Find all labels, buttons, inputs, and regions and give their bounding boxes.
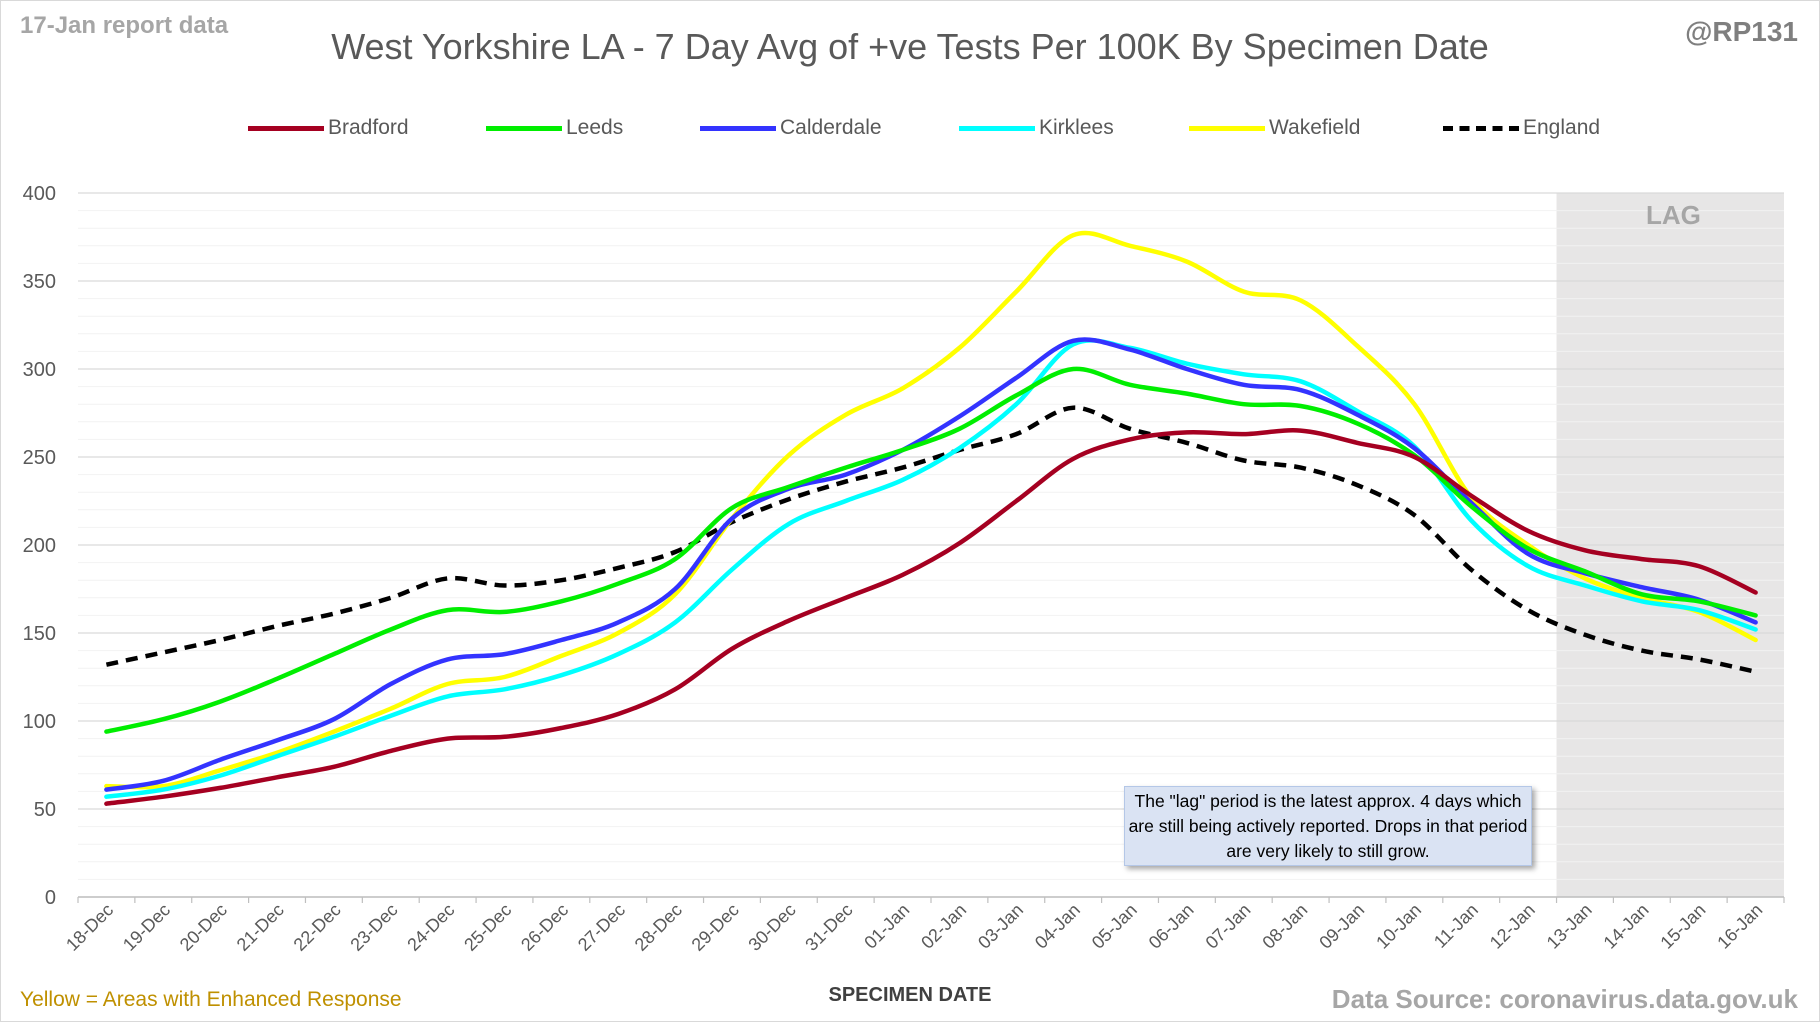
y-tick-label: 50 bbox=[34, 799, 56, 821]
legend-swatch bbox=[1189, 125, 1265, 131]
x-tick-label: 08-Jan bbox=[1258, 900, 1311, 953]
y-tick-label: 0 bbox=[45, 887, 56, 909]
legend-label: Bradford bbox=[328, 116, 409, 139]
legend-item-leeds: Leeds bbox=[486, 112, 623, 144]
x-tick-label: 10-Jan bbox=[1372, 900, 1425, 953]
x-tick-label: 28-Dec bbox=[631, 900, 686, 955]
y-tick-label: 100 bbox=[23, 711, 56, 733]
x-tick-label: 31-Dec bbox=[801, 900, 856, 955]
x-tick-label: 03-Jan bbox=[974, 900, 1027, 953]
x-tick-label: 04-Jan bbox=[1031, 900, 1084, 953]
x-tick-label: 02-Jan bbox=[917, 900, 970, 953]
series-line-england bbox=[105, 405, 1757, 674]
lag-label: LAG bbox=[1646, 200, 1701, 230]
chart-legend: Bradford Leeds Calderdale Kirklees Wakef… bbox=[0, 112, 1820, 144]
series-line-bradford bbox=[104, 428, 1758, 806]
legend-label: Leeds bbox=[566, 116, 624, 139]
x-tick-label: 01-Jan bbox=[860, 900, 913, 953]
x-tick-label: 06-Jan bbox=[1145, 900, 1198, 953]
legend-swatch bbox=[1443, 125, 1519, 131]
y-tick-label: 300 bbox=[23, 359, 56, 381]
x-axis-title: SPECIMEN DATE bbox=[828, 984, 992, 1006]
x-tick-label: 15-Jan bbox=[1656, 900, 1709, 953]
x-tick-label: 12-Jan bbox=[1486, 900, 1539, 953]
y-tick-label: 350 bbox=[23, 271, 56, 293]
legend-label: Calderdale bbox=[780, 116, 882, 139]
y-tick-label: 250 bbox=[23, 447, 56, 469]
lag-note: The "lag" period is the latest approx. 4… bbox=[1124, 786, 1532, 866]
y-tick-label: 150 bbox=[23, 623, 56, 645]
legend-label: England bbox=[1523, 116, 1601, 139]
x-tick-label: 19-Dec bbox=[119, 900, 174, 955]
chart-title: West Yorkshire LA - 7 Day Avg of +ve Tes… bbox=[331, 26, 1489, 67]
series-line-calderdale bbox=[104, 337, 1758, 792]
x-tick-label: 30-Dec bbox=[744, 900, 799, 955]
x-tick-label: 13-Jan bbox=[1543, 900, 1596, 953]
x-tick-label: 05-Jan bbox=[1088, 900, 1141, 953]
x-tick-label: 22-Dec bbox=[290, 900, 345, 955]
x-tick-label: 11-Jan bbox=[1430, 900, 1482, 952]
series-line-kirklees bbox=[104, 338, 1758, 799]
legend-label: Kirklees bbox=[1039, 116, 1114, 139]
y-tick-label: 200 bbox=[23, 535, 56, 557]
x-tick-label: 26-Dec bbox=[517, 900, 572, 955]
report-date-label: 17-Jan report data bbox=[20, 12, 229, 39]
data-source: Data Source: coronavirus.data.gov.uk bbox=[1331, 984, 1798, 1014]
legend-swatch bbox=[486, 125, 562, 131]
legend-item-england: England bbox=[1443, 112, 1600, 144]
legend-item-bradford: Bradford bbox=[248, 112, 409, 144]
x-tick-label: 18-Dec bbox=[62, 900, 117, 955]
x-tick-label: 09-Jan bbox=[1315, 900, 1368, 953]
legend-item-calderdale: Calderdale bbox=[700, 112, 882, 144]
x-tick-label: 25-Dec bbox=[460, 900, 515, 955]
legend-swatch bbox=[959, 125, 1035, 131]
series-line-leeds bbox=[104, 366, 1758, 734]
legend-swatch bbox=[700, 125, 776, 131]
x-tick-label: 23-Dec bbox=[346, 900, 401, 955]
legend-item-wakefield: Wakefield bbox=[1189, 112, 1360, 144]
y-tick-label: 400 bbox=[23, 183, 56, 205]
legend-item-kirklees: Kirklees bbox=[959, 112, 1114, 144]
x-tick-label: 07-Jan bbox=[1202, 900, 1255, 953]
x-tick-label: 24-Dec bbox=[403, 900, 458, 955]
x-tick-label: 14-Jan bbox=[1600, 900, 1653, 953]
enhanced-response-note: Yellow = Areas with Enhanced Response bbox=[20, 988, 402, 1011]
author-handle: @RP131 bbox=[1685, 16, 1798, 47]
x-tick-label: 27-Dec bbox=[574, 900, 629, 955]
x-tick-label: 29-Dec bbox=[688, 900, 743, 955]
legend-label: Wakefield bbox=[1269, 116, 1361, 139]
legend-swatch bbox=[248, 125, 324, 131]
x-tick-label: 21-Dec bbox=[233, 900, 288, 955]
x-tick-label: 16-Jan bbox=[1713, 900, 1766, 953]
x-tick-label: 20-Dec bbox=[176, 900, 231, 955]
